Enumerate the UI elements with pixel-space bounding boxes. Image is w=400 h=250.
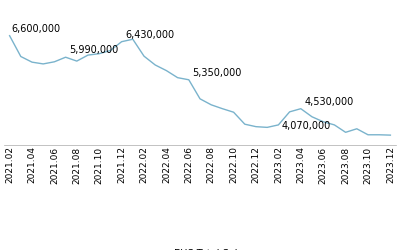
EHS Total Sales — [265, 126, 270, 129]
EHS Total Sales — [153, 64, 158, 66]
EHS Total Sales — [142, 55, 146, 58]
EHS Total Sales — [310, 115, 314, 118]
EHS Total Sales — [18, 55, 23, 58]
EHS Total Sales — [186, 78, 191, 81]
EHS Total Sales — [209, 103, 214, 106]
EHS Total Sales — [119, 40, 124, 43]
EHS Total Sales — [231, 111, 236, 114]
Line: EHS Total Sales: EHS Total Sales — [10, 36, 390, 135]
Text: 6,430,000: 6,430,000 — [125, 30, 174, 40]
EHS Total Sales — [63, 56, 68, 59]
EHS Total Sales — [276, 124, 281, 126]
Legend: EHS Total Sales: EHS Total Sales — [152, 249, 248, 250]
EHS Total Sales — [30, 61, 34, 64]
EHS Total Sales — [254, 125, 258, 128]
Text: 5,990,000: 5,990,000 — [69, 45, 118, 55]
EHS Total Sales — [108, 49, 113, 52]
EHS Total Sales — [287, 110, 292, 113]
Text: 4,070,000: 4,070,000 — [282, 120, 331, 130]
EHS Total Sales — [97, 52, 102, 55]
EHS Total Sales — [74, 60, 79, 62]
EHS Total Sales — [175, 76, 180, 79]
EHS Total Sales — [198, 97, 202, 100]
EHS Total Sales — [164, 69, 169, 72]
EHS Total Sales — [354, 127, 359, 130]
EHS Total Sales — [52, 60, 57, 63]
Text: 4,530,000: 4,530,000 — [304, 96, 354, 106]
Text: 6,600,000: 6,600,000 — [12, 24, 61, 34]
EHS Total Sales — [332, 124, 337, 126]
EHS Total Sales — [7, 34, 12, 37]
EHS Total Sales — [130, 38, 135, 41]
EHS Total Sales — [343, 131, 348, 134]
EHS Total Sales — [298, 107, 303, 110]
EHS Total Sales — [220, 107, 225, 110]
EHS Total Sales — [366, 133, 370, 136]
EHS Total Sales — [242, 123, 247, 126]
EHS Total Sales — [388, 134, 393, 137]
Text: 5,350,000: 5,350,000 — [192, 68, 242, 78]
EHS Total Sales — [321, 120, 326, 123]
EHS Total Sales — [41, 62, 46, 66]
EHS Total Sales — [86, 54, 90, 56]
EHS Total Sales — [377, 133, 382, 136]
